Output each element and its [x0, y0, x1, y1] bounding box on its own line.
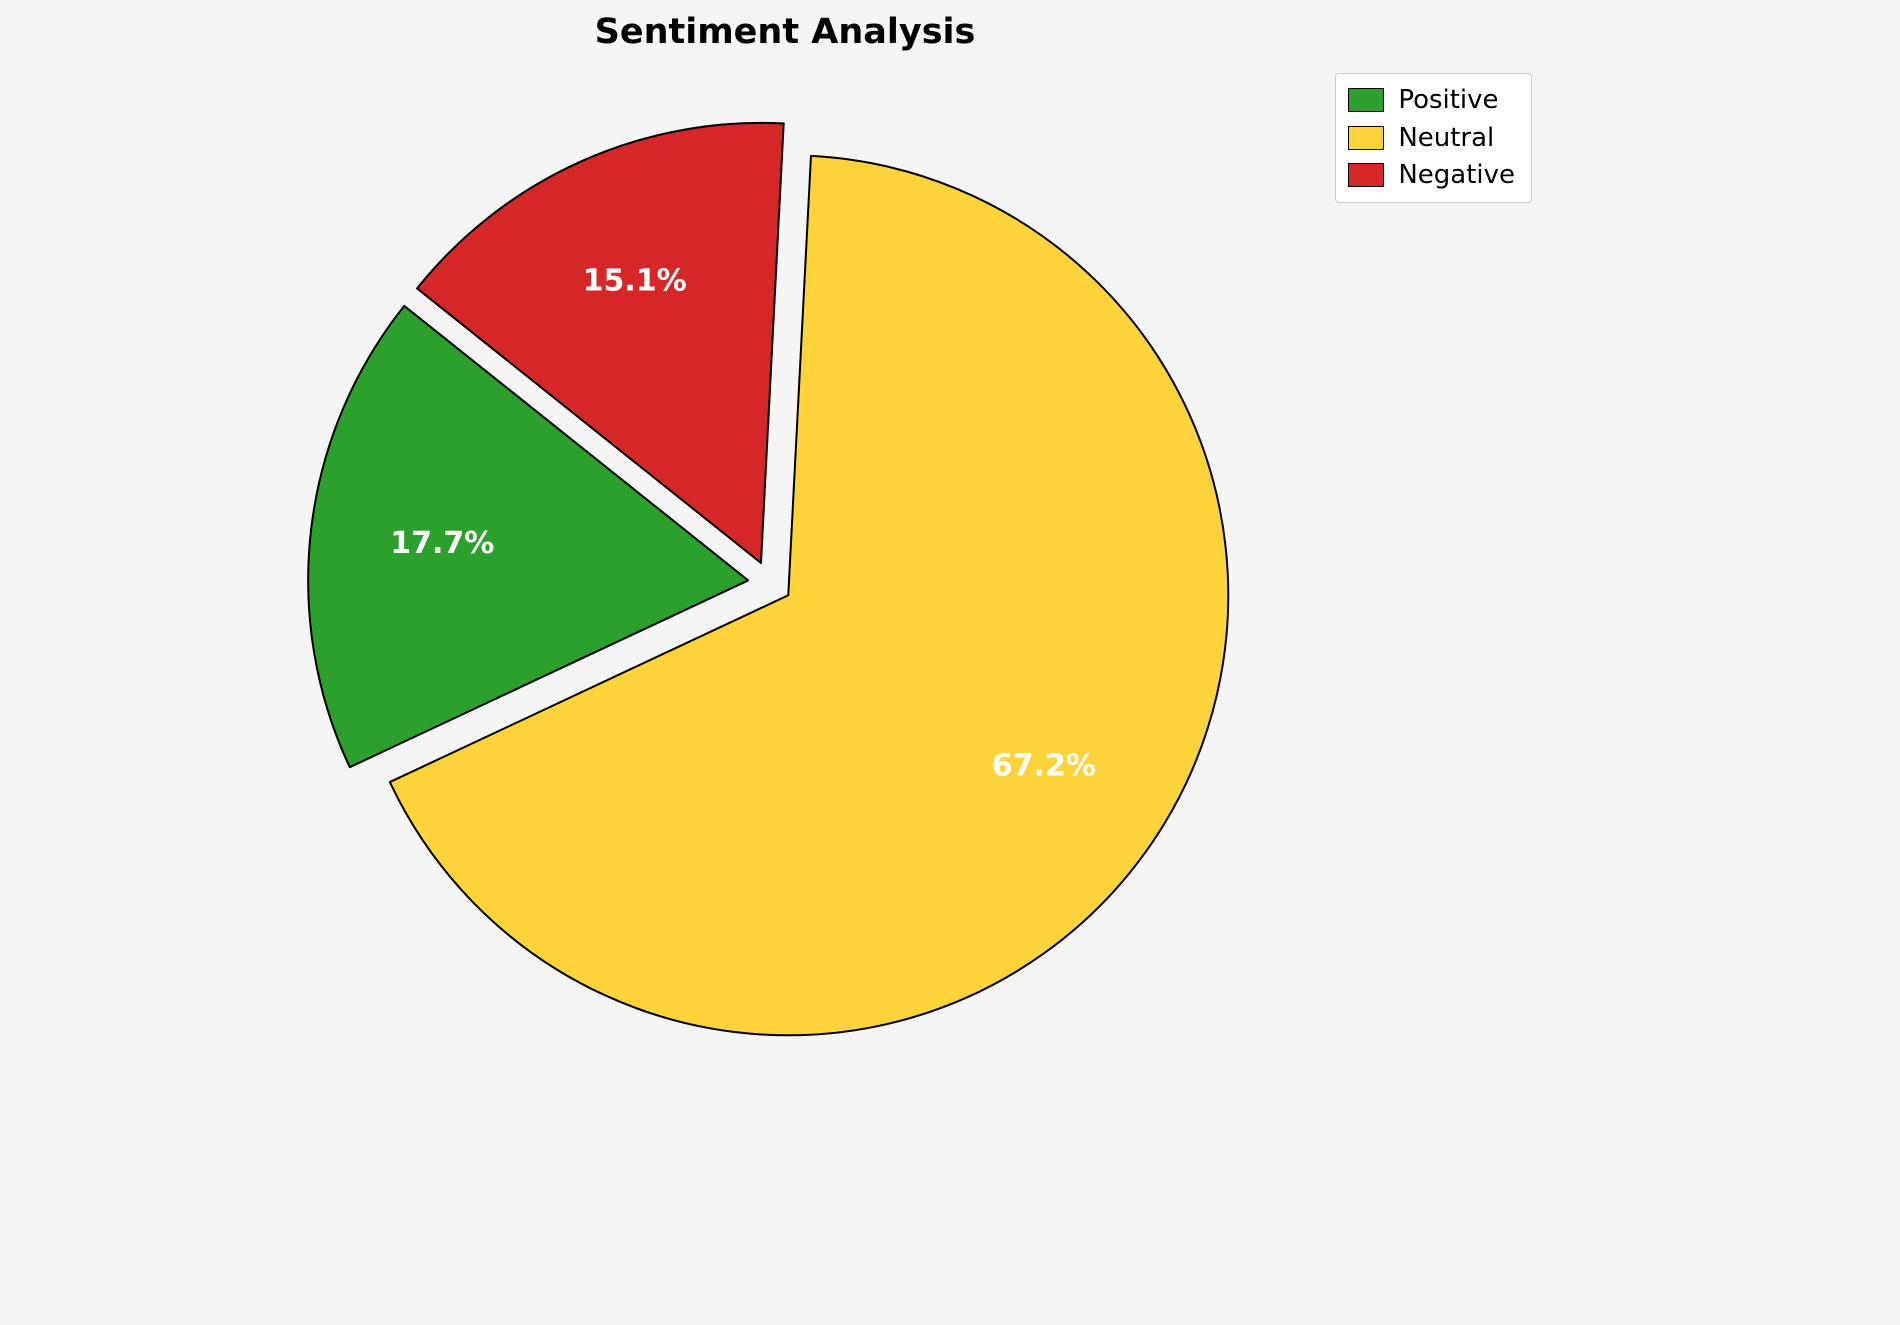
pie-slice-neutral: [388, 154, 1230, 1037]
legend: Positive Neutral Negative: [1335, 73, 1532, 203]
legend-swatch-neutral: [1348, 125, 1385, 150]
chart-title: Sentiment Analysis: [594, 12, 976, 52]
pie-slice-pct-label-neutral: 67.2%: [992, 749, 1096, 784]
pie-slice-negative: [416, 121, 785, 564]
legend-label-neutral: Neutral: [1398, 122, 1495, 153]
legend-swatch-positive: [1348, 88, 1385, 113]
pie-slice-pct-label-positive: 17.7%: [390, 526, 494, 561]
legend-item-neutral: Neutral: [1348, 122, 1515, 153]
legend-item-negative: Negative: [1348, 161, 1515, 190]
legend-label-positive: Positive: [1398, 85, 1499, 115]
legend-swatch-negative: [1348, 163, 1385, 188]
legend-label-negative: Negative: [1398, 160, 1515, 191]
pie-slice-pct-label-negative: 15.1%: [583, 264, 687, 299]
legend-item-positive: Positive: [1348, 86, 1515, 115]
pie-slice-positive: [307, 304, 750, 769]
